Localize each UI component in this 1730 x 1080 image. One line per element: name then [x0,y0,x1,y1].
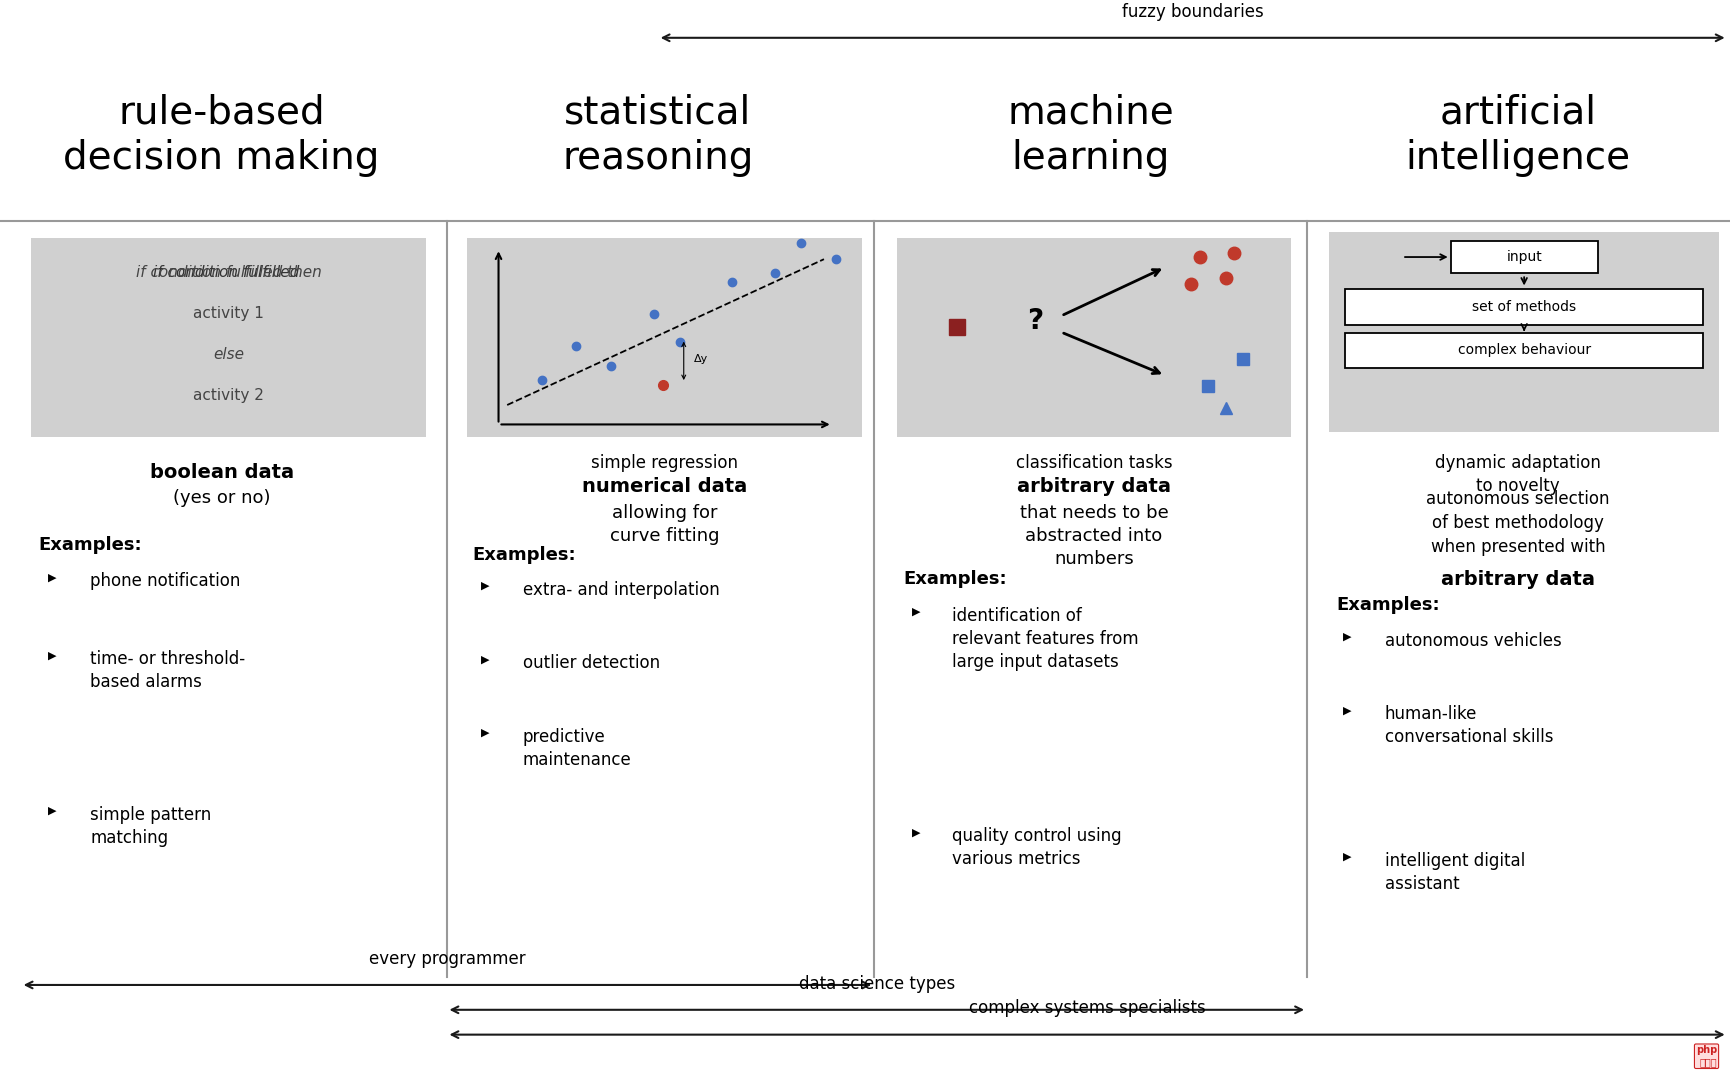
Text: artificial
intelligence: artificial intelligence [1405,93,1630,177]
Text: rule-based
decision making: rule-based decision making [64,93,379,177]
FancyBboxPatch shape [31,238,426,437]
Text: arbitrary data: arbitrary data [1017,477,1169,497]
Text: ▶: ▶ [481,654,490,664]
Text: arbitrary data: arbitrary data [1441,570,1593,590]
Text: human-like
conversational skills: human-like conversational skills [1384,705,1552,746]
Text: autonomous selection
of best methodology
when presented with: autonomous selection of best methodology… [1426,490,1609,555]
Text: dynamic adaptation: dynamic adaptation [1434,454,1600,472]
Text: simple regression: simple regression [592,454,737,472]
Text: (yes or no): (yes or no) [173,489,270,508]
Text: identification of
relevant features from
large input datasets: identification of relevant features from… [952,607,1138,671]
Text: simple pattern
matching: simple pattern matching [90,806,211,847]
Text: ▶: ▶ [1342,632,1351,642]
Text: intelligent digital
assistant: intelligent digital assistant [1384,852,1524,893]
Text: ▶: ▶ [481,581,490,591]
Text: statistical
reasoning: statistical reasoning [562,93,753,177]
Text: numerical data: numerical data [581,477,747,497]
Text: to novelty: to novelty [1476,477,1559,496]
Text: machine
learning: machine learning [1007,93,1173,177]
Text: boolean data: boolean data [149,463,294,483]
Text: Examples:: Examples: [38,536,142,554]
Text: complex behaviour: complex behaviour [1457,343,1590,357]
Text: Examples:: Examples: [472,546,576,565]
Text: ▶: ▶ [912,827,920,837]
Text: ▶: ▶ [48,806,57,815]
Text: ▶: ▶ [48,650,57,660]
Text: ▶: ▶ [48,572,57,582]
Text: activity 1: activity 1 [194,306,263,321]
FancyBboxPatch shape [1329,232,1718,432]
Text: allowing for
curve fitting: allowing for curve fitting [609,504,720,545]
FancyBboxPatch shape [1344,289,1702,325]
Text: ▶: ▶ [1342,852,1351,862]
FancyBboxPatch shape [1450,241,1597,273]
Text: fuzzy boundaries: fuzzy boundaries [1121,2,1263,21]
Text: if condition fulfilled: if condition fulfilled [152,265,304,280]
Text: input: input [1505,251,1541,264]
Text: quality control using
various metrics: quality control using various metrics [952,827,1121,868]
Text: Δy: Δy [694,354,708,364]
Text: Examples:: Examples: [1336,596,1439,615]
FancyBboxPatch shape [467,238,862,437]
Text: if condition fulfilled then: if condition fulfilled then [135,265,322,280]
Text: php
中文网: php 中文网 [1695,1045,1716,1067]
Text: Examples:: Examples: [903,570,1007,589]
Text: ?: ? [1026,308,1043,335]
Text: classification tasks: classification tasks [1016,454,1171,472]
Text: outlier detection: outlier detection [522,654,659,673]
Text: else: else [213,347,244,362]
Text: that needs to be
abstracted into
numbers: that needs to be abstracted into numbers [1019,504,1168,568]
Text: complex systems specialists: complex systems specialists [969,999,1204,1017]
FancyBboxPatch shape [896,238,1291,437]
Text: time- or threshold-
based alarms: time- or threshold- based alarms [90,650,246,691]
Text: predictive
maintenance: predictive maintenance [522,728,631,769]
Text: activity 2: activity 2 [194,388,263,403]
Text: ▶: ▶ [1342,705,1351,715]
Text: ▶: ▶ [481,728,490,738]
Text: phone notification: phone notification [90,572,240,591]
Text: ▶: ▶ [912,607,920,617]
Text: extra- and interpolation: extra- and interpolation [522,581,720,599]
Text: every programmer: every programmer [368,949,526,968]
FancyBboxPatch shape [1344,333,1702,368]
Text: data science types: data science types [798,974,955,993]
Text: set of methods: set of methods [1470,300,1576,314]
Text: autonomous vehicles: autonomous vehicles [1384,632,1560,650]
